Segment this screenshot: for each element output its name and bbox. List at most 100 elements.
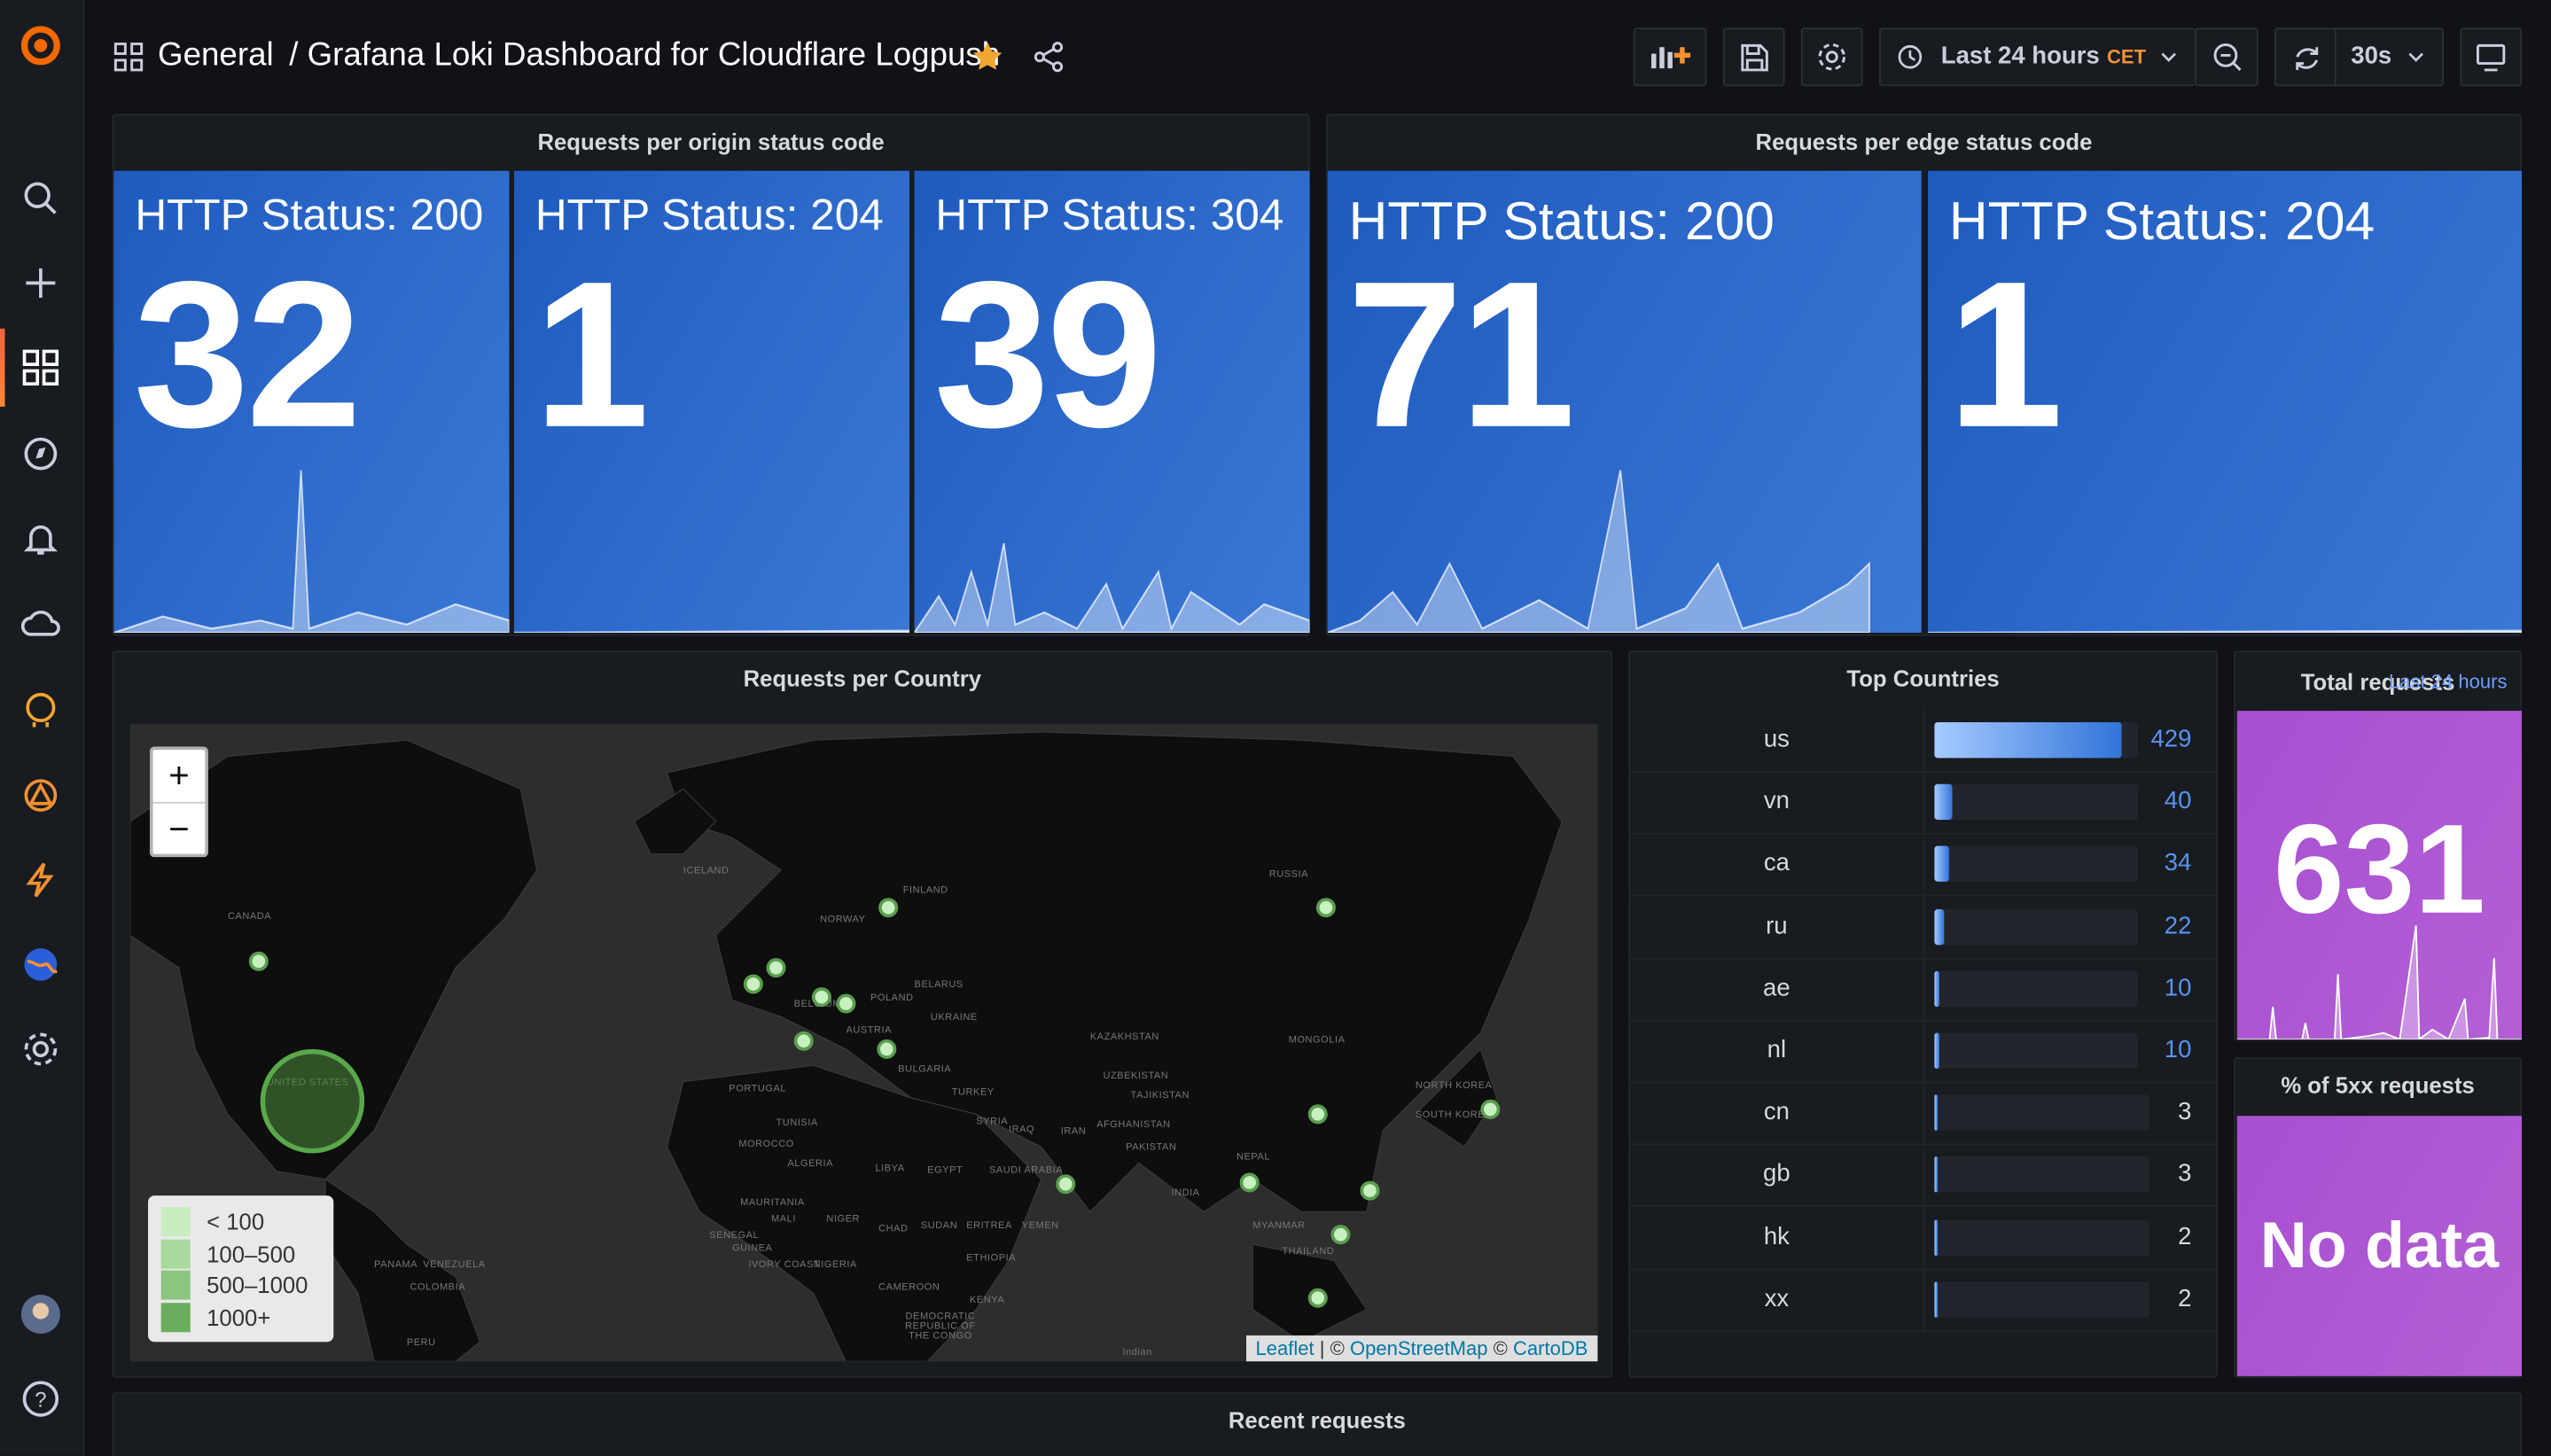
top-countries-panel: Top Countries us 429 vn 40 ca 34 ru 22 ae 10 nl 10 c… (1628, 650, 2218, 1378)
count-value: 3 (2178, 1160, 2192, 1188)
svg-text:?: ? (35, 1389, 46, 1413)
star-icon[interactable] (971, 41, 1004, 74)
zoom-control: + − (149, 746, 208, 858)
map-label: GUINEA (731, 1244, 773, 1255)
map-label: Indian (1122, 1348, 1152, 1359)
search-icon[interactable] (21, 179, 60, 218)
grafana-logo[interactable] (18, 23, 63, 68)
stat-tile[interactable]: HTTP Status: 200 71 (1327, 170, 1922, 634)
count-value: 3 (2178, 1098, 2192, 1126)
map-marker[interactable] (1239, 1172, 1260, 1193)
count-value: 10 (2164, 1036, 2192, 1064)
settings-button[interactable] (1800, 27, 1863, 87)
map-marker[interactable] (1307, 1288, 1328, 1308)
row-divider (1923, 833, 1925, 896)
legend-label: 1000+ (207, 1304, 271, 1330)
stat-label: HTTP Status: 204 (1948, 190, 2375, 251)
map-marker[interactable] (1315, 898, 1336, 918)
map-label: KENYA (969, 1296, 1005, 1306)
map-label: SENEGAL (709, 1231, 760, 1242)
zoom-out-button[interactable] (2195, 27, 2258, 87)
map-marker[interactable] (1360, 1180, 1380, 1201)
explore-icon[interactable] (21, 434, 60, 473)
cloud-icon[interactable] (20, 605, 60, 644)
map-label: SYRIA (976, 1117, 1009, 1128)
panel-title: Requests per origin status code (537, 128, 885, 155)
time-override: Last 24 hours (2389, 670, 2508, 693)
map-marker[interactable] (1056, 1174, 1076, 1195)
bar (1934, 1156, 1939, 1194)
map-marker[interactable] (1330, 1225, 1351, 1245)
map-marker[interactable] (836, 993, 856, 1014)
map-marker[interactable] (1307, 1104, 1328, 1125)
settings-icon[interactable] (21, 1030, 60, 1069)
map-label: CANADA (227, 912, 272, 923)
map-label: NIGERIA (813, 1260, 857, 1271)
refresh-picker[interactable]: 30s (2274, 27, 2444, 87)
map-marker[interactable] (248, 951, 269, 971)
create-icon[interactable] (21, 263, 60, 302)
save-button[interactable] (1722, 27, 1785, 87)
dashboard-grid-icon (113, 43, 144, 72)
row-divider (1923, 1019, 1925, 1082)
oncall-icon[interactable] (21, 776, 60, 815)
synthetic-icon[interactable] (21, 945, 60, 984)
sidebar: ? (0, 0, 85, 1456)
map-label: EGYPT (927, 1166, 963, 1177)
map-attribution: Leaflet | © OpenStreetMap © CartoDB (1245, 1335, 1598, 1362)
stat-tile[interactable]: HTTP Status: 200 32 (113, 170, 510, 634)
dashboards-icon[interactable] (21, 348, 60, 387)
map-label: UKRAINE (930, 1013, 978, 1024)
stat-tile[interactable]: HTTP Status: 204 1 (1928, 170, 2523, 634)
zoom-out[interactable]: − (168, 808, 190, 850)
attribution-copy: © (1493, 1336, 1508, 1360)
stat-value: 631 (2273, 797, 2485, 940)
bar-track (1934, 908, 2138, 945)
row-divider (1923, 1144, 1925, 1206)
map[interactable]: CANADAUNITED STATESRUSSIAICELANDFINLANDN… (129, 723, 1598, 1362)
leaflet-link[interactable]: Leaflet (1255, 1336, 1315, 1360)
map-label: FINLAND (902, 886, 948, 897)
carto-link[interactable]: CartoDB (1512, 1336, 1588, 1360)
stat-tile[interactable]: HTTP Status: 204 1 (514, 170, 910, 634)
stat-tile[interactable]: HTTP Status: 304 39 (914, 170, 1310, 634)
help-icon[interactable]: ? (21, 1380, 60, 1419)
zoom-in[interactable]: + (152, 750, 206, 804)
dashboard-title: / Grafana Loki Dashboard for Cloudflare … (289, 37, 1001, 74)
map-marker[interactable] (1480, 1099, 1501, 1119)
panel-title: Requests per edge status code (1755, 128, 2093, 155)
country-row: ae 10 (1630, 957, 2216, 1022)
share-icon[interactable] (1034, 41, 1066, 74)
map-marker[interactable] (766, 958, 786, 978)
alerting-icon[interactable] (21, 519, 60, 558)
breadcrumb-folder[interactable]: General (158, 37, 274, 74)
osm-link[interactable]: OpenStreetMap (1349, 1336, 1488, 1360)
map-marker[interactable] (811, 987, 831, 1008)
k6-icon[interactable] (21, 860, 60, 899)
sparkline-area (1327, 470, 1870, 634)
count-value: 10 (2164, 974, 2192, 1002)
breadcrumb: General / Grafana Loki Dashboard for Clo… (158, 37, 1000, 74)
country-row: vn 40 (1630, 771, 2216, 835)
row-divider (1923, 1206, 1925, 1268)
time-picker[interactable]: Last 24 hours CET (1879, 27, 2196, 87)
add-panel-button[interactable] (1633, 27, 1707, 87)
map-marker[interactable] (877, 1039, 897, 1059)
us-bubble[interactable] (260, 1048, 365, 1154)
stat-label: HTTP Status: 200 (135, 190, 484, 239)
ml-icon[interactable] (21, 689, 60, 728)
stat-tile: 631 (2236, 711, 2523, 1039)
bar (1934, 1032, 1939, 1069)
map-label: LIBYA (875, 1164, 905, 1175)
map-marker[interactable] (878, 898, 899, 918)
user-avatar[interactable] (20, 1295, 60, 1335)
country-code: us (1763, 725, 1790, 753)
map-label: SAUDI ARABIA (988, 1166, 1064, 1177)
stat-value: 71 (1346, 238, 1576, 472)
map-marker[interactable] (793, 1031, 814, 1051)
tv-mode-button[interactable] (2460, 27, 2523, 87)
country-row: hk 2 (1630, 1206, 2216, 1270)
map-marker[interactable] (743, 974, 763, 994)
map-panel: Requests per Country CANADAUNITED STATES… (112, 650, 1612, 1378)
